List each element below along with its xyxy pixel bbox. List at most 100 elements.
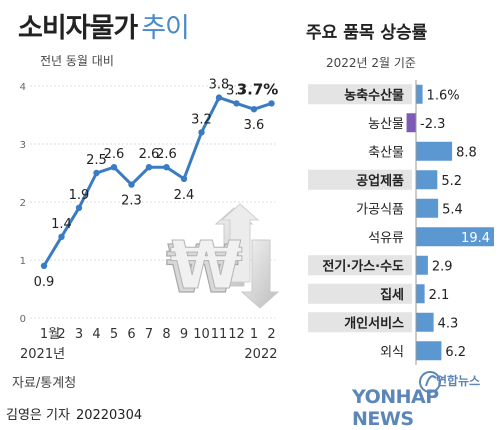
year-label: 2021년 <box>20 347 65 362</box>
page-title: 소비자물가 추이 <box>18 6 190 45</box>
watermark-brand: 연합뉴스 <box>436 374 481 388</box>
data-label: 1.9 <box>69 188 90 203</box>
credit-line: 김영은 기자 20220304 <box>6 404 142 423</box>
data-point <box>233 100 240 107</box>
y-tick-label: 3 <box>20 140 26 151</box>
category-label: 석유류 <box>368 231 404 246</box>
bar-value-label: 5.2 <box>441 174 462 189</box>
bar-value-label: 2.1 <box>429 288 450 303</box>
data-label: 2.5 <box>86 153 107 168</box>
bar <box>416 84 423 104</box>
x-tick-label: 2 <box>57 327 65 342</box>
category-label: 외식 <box>380 345 404 360</box>
bar-value-label: 8.8 <box>456 145 477 160</box>
bar <box>416 255 428 275</box>
category-label: 집세 <box>380 288 404 303</box>
data-label: 3.8 <box>209 78 230 93</box>
x-tick-label: 12 <box>228 327 245 342</box>
x-tick-label: 9 <box>180 327 188 342</box>
year-label: 2022 <box>244 347 277 362</box>
y-tick-label: 2 <box>20 198 26 209</box>
category-highlight <box>308 255 412 276</box>
x-tick-label: 3 <box>75 327 83 342</box>
data-label: 2.6 <box>139 147 160 162</box>
category-label: 농축수산물 <box>344 87 404 103</box>
data-label: 3.7% <box>237 80 279 98</box>
x-tick-label: 4 <box>92 327 100 342</box>
y-tick-label: 0 <box>20 314 26 325</box>
bar-value-label: 5.4 <box>442 202 463 217</box>
data-point <box>215 94 223 101</box>
x-tick-label: 1월 <box>40 327 60 342</box>
bar-chart-title: 주요 품목 상승률 <box>306 23 428 43</box>
bar <box>416 284 425 304</box>
bar <box>416 141 453 161</box>
category-highlight <box>308 283 412 304</box>
data-label: 2.3 <box>121 194 142 209</box>
data-point <box>128 181 135 188</box>
x-tick-label: 8 <box>162 327 170 342</box>
category-label: 농산물 <box>368 117 404 132</box>
category-label: 공업제품 <box>356 174 404 189</box>
data-label: 3.7 <box>226 83 247 98</box>
bar-value-label: 6.2 <box>445 345 466 360</box>
bar <box>416 198 439 218</box>
x-tick-label: 10 <box>193 327 210 342</box>
category-label: 축산물 <box>368 145 404 160</box>
bar <box>416 227 494 247</box>
data-point <box>180 175 188 182</box>
category-label: 가공식품 <box>356 202 404 217</box>
bar-value-label: -2.3 <box>420 117 445 132</box>
x-tick-label: 1 <box>250 327 258 342</box>
won-currency-icon: ₩ ₩ <box>165 203 280 309</box>
category-highlight <box>308 169 412 190</box>
x-tick-label: 7 <box>145 327 153 342</box>
title-sub: 추이 <box>141 13 190 44</box>
bar <box>416 312 434 332</box>
bar-chart: 농축수산물 1.6% 농산물 -2.3 축산물 8.8 공업제품 5.2 가공식품 5.4 석유류 1… <box>308 80 494 365</box>
category-highlight <box>308 84 412 105</box>
data-point <box>58 233 65 240</box>
bar <box>406 113 416 133</box>
data-point <box>145 164 153 171</box>
author: 김영은 기자 <box>6 408 70 423</box>
bar <box>416 170 438 190</box>
data-point <box>198 129 205 136</box>
date: 20220304 <box>75 408 143 423</box>
data-label: 2.6 <box>104 147 125 162</box>
bar-value-label: 19.4 <box>461 231 490 246</box>
data-label: 0.9 <box>34 275 55 290</box>
bar-value-label: 1.6% <box>427 88 460 103</box>
data-point <box>93 169 100 177</box>
x-tick-label: 6 <box>127 327 135 342</box>
data-point <box>268 100 275 107</box>
x-tick-label: 2 <box>267 327 275 342</box>
data-point <box>110 164 118 171</box>
data-point <box>75 204 83 211</box>
bar-value-label: 4.3 <box>438 316 459 331</box>
line-chart-subtitle: 전년 동월 대비 <box>40 54 114 68</box>
bar-chart-subtitle: 2022년 2월 기준 <box>326 56 416 70</box>
data-label: 3.2 <box>191 112 212 127</box>
category-label: 전기·가스·수도 <box>322 258 404 274</box>
y-tick-label: 4 <box>20 82 26 93</box>
data-point <box>40 262 48 269</box>
bar-value-label: 2.9 <box>432 259 453 274</box>
data-label: 1.4 <box>51 217 72 232</box>
title-main: 소비자물가 <box>18 13 138 44</box>
bar <box>416 341 442 361</box>
svg-text:₩: ₩ <box>170 227 243 304</box>
data-point <box>250 106 258 113</box>
data-label: 3.6 <box>244 118 265 133</box>
line-chart: 012340.91.41.92.52.62.32.62.62.43.23.83.… <box>20 78 279 362</box>
category-label: 개인서비스 <box>344 315 404 331</box>
svg-text:₩: ₩ <box>166 231 239 308</box>
data-label: 2.4 <box>174 188 195 203</box>
data-label: 2.6 <box>156 147 177 162</box>
watermark-text: YONHAP NEWS <box>352 386 439 430</box>
category-highlight <box>308 312 412 333</box>
yonhap-logo <box>419 371 441 393</box>
source-note: 자료/통계청 <box>12 376 77 391</box>
x-tick-label: 11 <box>211 327 228 342</box>
y-tick-label: 1 <box>20 256 26 267</box>
